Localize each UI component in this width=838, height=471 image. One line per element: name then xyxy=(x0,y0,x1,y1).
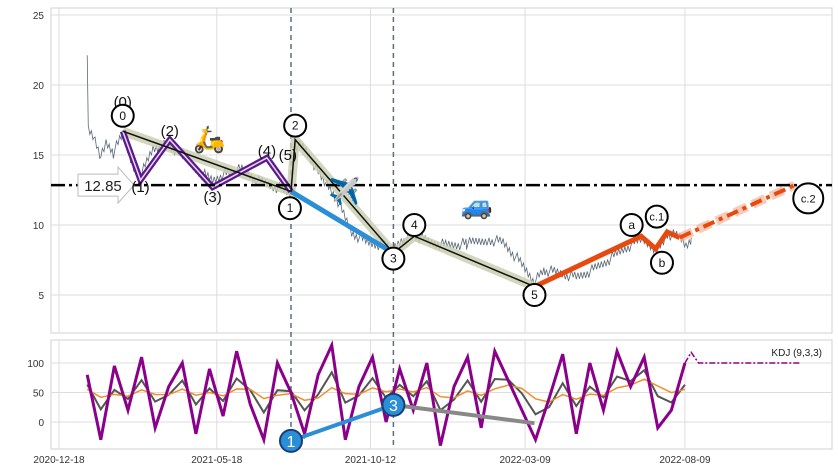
wave-label: b xyxy=(659,256,666,270)
wave-label: c.2 xyxy=(801,193,816,205)
y-tick-label: 100 xyxy=(27,359,44,370)
wave-label-circle xyxy=(644,204,669,229)
wave-label-circle xyxy=(792,182,825,215)
wave-label: (5) xyxy=(279,147,297,164)
scooter-icon: 🛵 xyxy=(193,124,225,155)
kdj-wave-label: 3 xyxy=(389,398,398,415)
wave-label: 2 xyxy=(292,119,299,133)
primary-wave-line xyxy=(122,130,535,288)
blue-wave-line xyxy=(289,189,395,256)
y-tick-label: 25 xyxy=(33,11,45,22)
kdj-projection-line xyxy=(684,350,801,364)
wave-label: (1) xyxy=(131,179,149,196)
subwave-inner xyxy=(122,130,292,192)
wave-label-circle xyxy=(381,246,406,271)
wave-label: 3 xyxy=(390,252,397,266)
abc-wave-line xyxy=(533,228,681,289)
kdj-wave-marker xyxy=(278,428,303,453)
y-tick-label: 20 xyxy=(33,81,45,92)
wave-label: (3) xyxy=(203,189,221,206)
target-arrow-box xyxy=(77,165,135,205)
y-tick-label: 15 xyxy=(33,151,45,162)
kdj-wave-marker xyxy=(381,392,406,417)
x-tick-label: 2022-03-09 xyxy=(499,455,551,466)
kdj-wave-label: 1 xyxy=(287,434,296,451)
wave-label: 4 xyxy=(411,218,418,232)
price-panel xyxy=(50,7,833,334)
x-tick-label: 2021-10-12 xyxy=(345,455,397,466)
x-tick-label: 2021-05-18 xyxy=(191,455,243,466)
projection-line xyxy=(678,183,796,240)
target-price-label: 12.85 xyxy=(84,178,122,195)
y-tick-label: 5 xyxy=(38,291,44,302)
x-tick-label: 2022-08-09 xyxy=(659,455,711,466)
wave-label-circle xyxy=(522,283,547,307)
wave-label-circle xyxy=(277,196,302,221)
airplane-icon: ✈️ xyxy=(328,175,360,206)
wave-label-circle xyxy=(402,213,427,237)
wave-label-circle xyxy=(110,103,135,128)
wave-label: 1 xyxy=(287,201,294,215)
wave-label: c.1 xyxy=(649,212,664,224)
car-icon: 🚙 xyxy=(461,190,493,221)
wave-label-circle xyxy=(283,113,308,138)
kdj-panel xyxy=(50,339,833,450)
kdj-j-line xyxy=(85,340,687,446)
wave-label: (4) xyxy=(258,143,276,160)
y-tick-label: 10 xyxy=(33,221,45,232)
wave-label-circle xyxy=(619,213,644,237)
wave-label-circle xyxy=(649,250,674,275)
x-tick-label: 2020-12-18 xyxy=(33,455,85,466)
y-tick-label: 0 xyxy=(38,418,44,429)
kdj-blue-segment xyxy=(290,403,395,443)
y-tick-label: 50 xyxy=(33,389,45,400)
kdj-gray-segment xyxy=(393,402,535,426)
wave-label: 0 xyxy=(119,109,126,123)
kdj-title: KDJ (9,3,3) xyxy=(771,348,822,359)
wave-label: a xyxy=(628,218,635,232)
wave-label: 5 xyxy=(531,288,538,302)
wave-label: (2) xyxy=(161,123,179,140)
